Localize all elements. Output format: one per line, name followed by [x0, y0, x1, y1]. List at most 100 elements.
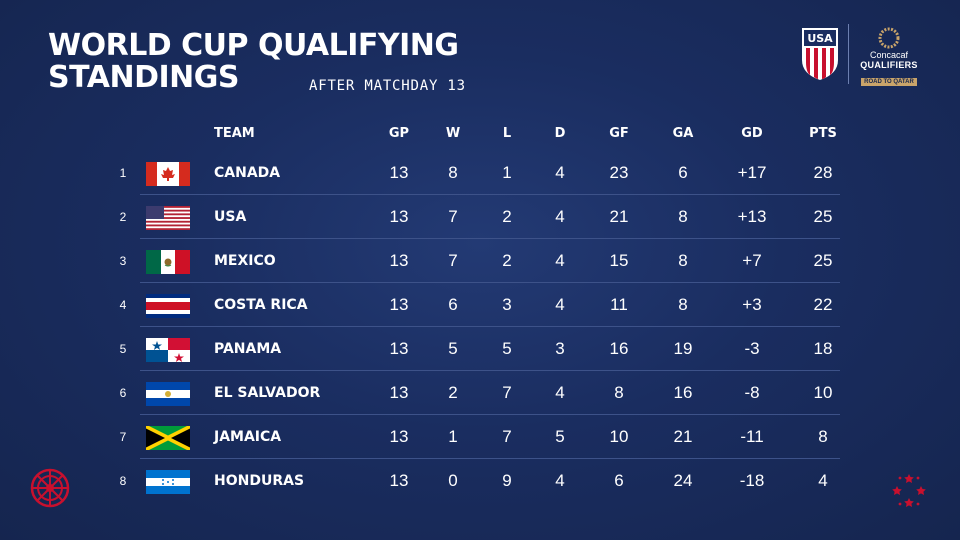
cell-ga: 24: [673, 471, 693, 490]
team-name: CANADA: [214, 165, 281, 181]
row-divider: [140, 370, 840, 371]
cell-l: 2: [502, 251, 512, 270]
cell-w: 5: [448, 339, 458, 358]
cell-w: 1: [448, 427, 458, 446]
cell-pts: 8: [818, 427, 828, 446]
title-line-1: WORLD CUP QUALIFYING: [48, 28, 459, 63]
concacaf-qualifiers-text: QUALIFIERS: [860, 60, 918, 70]
cell-l: 7: [502, 427, 512, 446]
cell-pts: 28: [813, 163, 833, 182]
row-divider: [140, 194, 840, 195]
table-row: 4 COSTA RICA 13 6 3 4 11 8 +3 22: [0, 284, 960, 328]
cell-w: 6: [448, 295, 458, 314]
header-gd: GD: [741, 126, 763, 141]
cell-pts: 25: [813, 207, 833, 226]
team-name: USA: [214, 209, 247, 225]
row-divider: [140, 414, 840, 415]
cell-l: 3: [502, 295, 512, 314]
mexico-flag-icon: [146, 250, 190, 274]
cell-gf: 10: [609, 427, 629, 446]
row-divider: [140, 238, 840, 239]
row-position: 3: [119, 254, 127, 268]
concacaf-ring-icon: [878, 27, 900, 49]
table-row: 2 USA 13 7 2 4 21 8 +13 25: [0, 196, 960, 240]
cell-gp: 13: [389, 383, 409, 402]
cell-gd: +7: [742, 251, 762, 270]
cell-d: 4: [555, 295, 565, 314]
road-to-qatar-tag: ROAD TO QATAR: [861, 78, 917, 86]
page-title: WORLD CUP QUALIFYING STANDINGS: [48, 30, 459, 94]
cell-gp: 13: [389, 471, 409, 490]
header-gp: GP: [388, 126, 410, 141]
row-position: 8: [119, 474, 127, 488]
cell-gp: 13: [389, 295, 409, 314]
jamaica-flag-icon: [146, 426, 190, 450]
header-w: W: [445, 126, 461, 141]
title-line-2: STANDINGS: [48, 60, 239, 95]
cell-gf: 21: [609, 207, 629, 226]
row-position: 4: [119, 298, 127, 312]
team-name: EL SALVADOR: [214, 385, 321, 401]
cell-ga: 8: [678, 295, 688, 314]
cell-gd: +13: [737, 207, 767, 226]
row-divider: [140, 458, 840, 459]
table-row: 3 MEXICO 13 7 2 4 15 8 +7 25: [0, 240, 960, 284]
logo-divider: [848, 24, 849, 84]
cell-pts: 18: [813, 339, 833, 358]
cell-gf: 15: [609, 251, 629, 270]
usa-flag-icon: [146, 206, 190, 230]
cell-ga: 21: [673, 427, 693, 446]
panama-flag-icon: [146, 338, 190, 362]
header-team: TEAM: [214, 126, 255, 141]
canada-flag-icon: [146, 162, 190, 186]
table-header: TEAM GP W L D GF GA GD PTS: [0, 124, 960, 144]
row-divider: [140, 282, 840, 283]
subtitle: AFTER MATCHDAY 13: [309, 78, 466, 94]
cell-gf: 6: [614, 471, 624, 490]
cell-gd: -18: [739, 471, 765, 490]
cell-d: 3: [555, 339, 565, 358]
cell-ga: 19: [673, 339, 693, 358]
cell-pts: 25: [813, 251, 833, 270]
cell-d: 4: [555, 251, 565, 270]
header-d: D: [554, 126, 566, 141]
concacaf-brand: Concacaf: [869, 50, 909, 60]
stars-ring-icon: [892, 474, 926, 507]
cell-pts: 22: [813, 295, 833, 314]
header-pts: PTS: [809, 126, 837, 141]
table-row: 1 CANADA 13 8 1 4 23 6 +17 28: [0, 152, 960, 196]
cell-gf: 16: [609, 339, 629, 358]
cell-pts: 4: [818, 471, 828, 490]
cell-d: 5: [555, 427, 565, 446]
table-row: 5 PANAMA 13 5 5 3 16 19 -3 18: [0, 328, 960, 372]
cell-ga: 8: [678, 251, 688, 270]
cell-gd: -3: [744, 339, 760, 358]
cell-w: 0: [448, 471, 458, 490]
table-row: 6 EL SALVADOR 13 2 7 4 8 16 -8 10: [0, 372, 960, 416]
us-soccer-crest-icon: USA: [802, 28, 838, 80]
cell-gp: 13: [389, 207, 409, 226]
cell-gd: +3: [742, 295, 762, 314]
cell-w: 7: [448, 207, 458, 226]
row-position: 2: [119, 210, 127, 224]
cell-gd: -11: [740, 427, 764, 446]
cell-gp: 13: [389, 427, 409, 446]
cell-gp: 13: [389, 251, 409, 270]
cell-pts: 10: [813, 383, 833, 402]
cell-d: 4: [555, 163, 565, 182]
cell-ga: 6: [678, 163, 688, 182]
cell-gd: -8: [744, 383, 760, 402]
logo-area: USA Concacaf QUALIFIERS ROAD TO QATAR: [800, 22, 920, 86]
cell-l: 7: [502, 383, 512, 402]
decorative-emblem-icon: [30, 468, 70, 508]
header-gf: GF: [609, 126, 629, 141]
cell-w: 7: [448, 251, 458, 270]
concacaf-qualifiers-logo: Concacaf QUALIFIERS ROAD TO QATAR: [858, 26, 920, 88]
cell-l: 9: [502, 471, 512, 490]
cell-l: 5: [502, 339, 512, 358]
row-divider: [140, 326, 840, 327]
cell-gf: 23: [609, 163, 629, 182]
cell-d: 4: [555, 383, 565, 402]
table-row: 8 HONDURAS 13 0 9 4 6 24 -18 4: [0, 460, 960, 504]
el-salvador-flag-icon: [146, 382, 190, 406]
